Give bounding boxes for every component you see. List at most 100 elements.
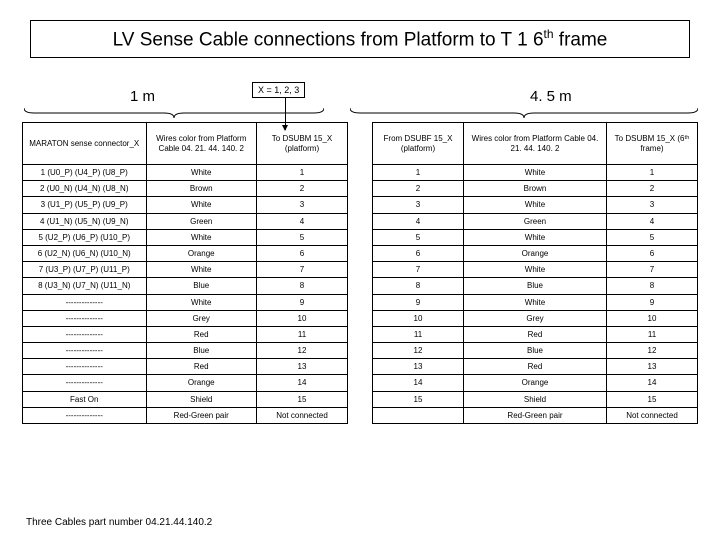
table-row: 8Blue8 xyxy=(373,278,698,294)
left-cell: Orange xyxy=(146,375,257,391)
left-cell: 4 xyxy=(257,213,348,229)
right-cell: 8 xyxy=(607,278,698,294)
left-cell: 7 xyxy=(257,262,348,278)
left-cell: 1 xyxy=(257,165,348,181)
left-cell: Orange xyxy=(146,245,257,261)
right-cell: 14 xyxy=(373,375,464,391)
right-cell: 4 xyxy=(373,213,464,229)
table-row: --------------White9 xyxy=(23,294,348,310)
table-row: Red-Green pairNot connected xyxy=(373,407,698,423)
right-table: From DSUBF 15_X (platform) Wires color f… xyxy=(372,122,698,424)
table-row: 10Grey10 xyxy=(373,310,698,326)
left-cell: -------------- xyxy=(23,326,147,342)
left-cell: 3 (U1_P) (U5_P) (U9_P) xyxy=(23,197,147,213)
left-cell: 11 xyxy=(257,326,348,342)
right-cell: 3 xyxy=(373,197,464,213)
right-cell: 2 xyxy=(373,181,464,197)
left-cell: White xyxy=(146,262,257,278)
table-row: Fast OnShield15 xyxy=(23,391,348,407)
table-row: 7 (U3_P) (U7_P) (U11_P)White7 xyxy=(23,262,348,278)
right-cell: 14 xyxy=(607,375,698,391)
table-row: 2 (U0_N) (U4_N) (U8_N)Brown2 xyxy=(23,181,348,197)
right-cell: 10 xyxy=(373,310,464,326)
left-cell: 4 (U1_N) (U5_N) (U9_N) xyxy=(23,213,147,229)
left-cell: 15 xyxy=(257,391,348,407)
footnote: Three Cables part number 04.21.44.140.2 xyxy=(26,517,212,528)
right-cell: White xyxy=(464,294,607,310)
left-header-1: Wires color from Platform Cable 04. 21. … xyxy=(146,123,257,165)
table-row: --------------Orange14 xyxy=(23,375,348,391)
left-header-0: MARATON sense connector_X xyxy=(23,123,147,165)
left-cell: Shield xyxy=(146,391,257,407)
table-row: 6Orange6 xyxy=(373,245,698,261)
right-cell: 5 xyxy=(607,229,698,245)
tables-container: MARATON sense connector_X Wires color fr… xyxy=(22,122,698,424)
left-cell: White xyxy=(146,294,257,310)
right-cell: 11 xyxy=(373,326,464,342)
right-cell: 11 xyxy=(607,326,698,342)
right-cell: Red xyxy=(464,326,607,342)
left-cell: 12 xyxy=(257,343,348,359)
left-table: MARATON sense connector_X Wires color fr… xyxy=(22,122,348,424)
table-row: 3 (U1_P) (U5_P) (U9_P)White3 xyxy=(23,197,348,213)
table-row: 15Shield15 xyxy=(373,391,698,407)
table-row: --------------Blue12 xyxy=(23,343,348,359)
table-row: --------------Red11 xyxy=(23,326,348,342)
right-header-2: To DSUBM 15_X (6ᵗʰ frame) xyxy=(607,123,698,165)
right-cell: 13 xyxy=(373,359,464,375)
left-cell: -------------- xyxy=(23,375,147,391)
left-cell: Green xyxy=(146,213,257,229)
left-cell: 9 xyxy=(257,294,348,310)
table-row: 13Red13 xyxy=(373,359,698,375)
left-cell: -------------- xyxy=(23,407,147,423)
table-row: 4Green4 xyxy=(373,213,698,229)
table-row: 4 (U1_N) (U5_N) (U9_N)Green4 xyxy=(23,213,348,229)
left-cell: Red xyxy=(146,359,257,375)
right-cell: 1 xyxy=(607,165,698,181)
table-row: --------------Grey10 xyxy=(23,310,348,326)
right-cell: Red-Green pair xyxy=(464,407,607,423)
left-cell: 3 xyxy=(257,197,348,213)
right-header-1: Wires color from Platform Cable 04. 21. … xyxy=(464,123,607,165)
right-cell: 5 xyxy=(373,229,464,245)
right-cell: 6 xyxy=(607,245,698,261)
left-cell: 1 (U0_P) (U4_P) (U8_P) xyxy=(23,165,147,181)
left-cell: 5 xyxy=(257,229,348,245)
right-cell: 3 xyxy=(607,197,698,213)
left-cell: 14 xyxy=(257,375,348,391)
left-cell: Red-Green pair xyxy=(146,407,257,423)
arrow-down-icon xyxy=(285,96,286,130)
left-cell: White xyxy=(146,165,257,181)
table-row: --------------Red-Green pairNot connecte… xyxy=(23,407,348,423)
right-cell: Brown xyxy=(464,181,607,197)
left-cell: Blue xyxy=(146,278,257,294)
left-cell: 5 (U2_P) (U6_P) (U10_P) xyxy=(23,229,147,245)
right-cell: White xyxy=(464,229,607,245)
right-cell: 12 xyxy=(607,343,698,359)
left-header-2: To DSUBM 15_X (platform) xyxy=(257,123,348,165)
title-prefix: LV Sense Cable connections from Platform… xyxy=(113,29,544,50)
right-cell: White xyxy=(464,197,607,213)
left-cell: Not connected xyxy=(257,407,348,423)
left-cell: -------------- xyxy=(23,359,147,375)
left-cell: 6 xyxy=(257,245,348,261)
table-row: 1White1 xyxy=(373,165,698,181)
right-cell: 8 xyxy=(373,278,464,294)
table-row: 9White9 xyxy=(373,294,698,310)
right-cell: 1 xyxy=(373,165,464,181)
right-cell: 4 xyxy=(607,213,698,229)
table-row: 3White3 xyxy=(373,197,698,213)
length-right-label: 4. 5 m xyxy=(530,88,572,105)
right-cell: 9 xyxy=(607,294,698,310)
right-cell: Orange xyxy=(464,375,607,391)
left-cell: Brown xyxy=(146,181,257,197)
title-sup: th xyxy=(544,27,554,41)
left-cell: White xyxy=(146,197,257,213)
table-row: --------------Red13 xyxy=(23,359,348,375)
right-cell xyxy=(373,407,464,423)
right-cell: 15 xyxy=(373,391,464,407)
title-suffix: frame xyxy=(554,29,608,50)
left-cell: White xyxy=(146,229,257,245)
brace-left-icon xyxy=(24,108,324,118)
table-row: 6 (U2_N) (U6_N) (U10_N)Orange6 xyxy=(23,245,348,261)
